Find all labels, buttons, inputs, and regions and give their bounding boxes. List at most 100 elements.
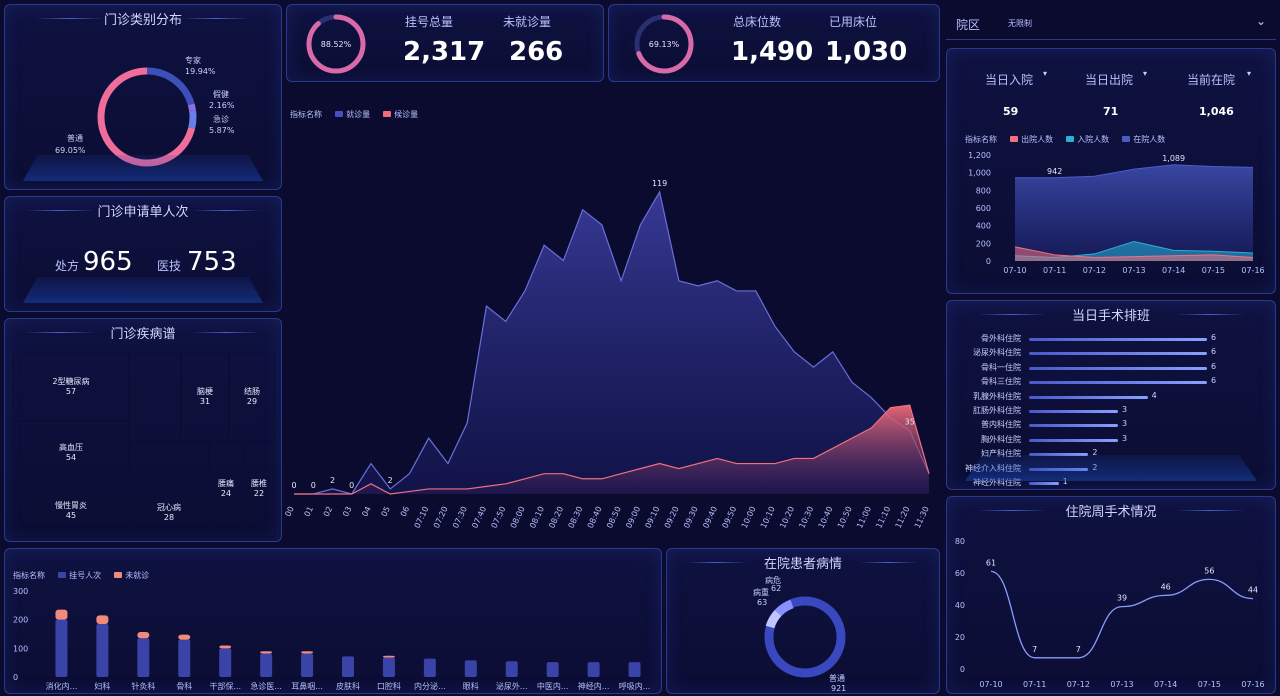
bar-registered[interactable]	[423, 658, 436, 677]
surgery-rank-panel: 当日手术排班 骨外科住院 6 泌尿外科住院 6 骨科一住院 6 骨科三住院 6 乳腺外科住院 4 肛…	[946, 300, 1276, 490]
surgery-row[interactable]: 骨科一住院 6	[947, 362, 1275, 376]
x-tick-label: 妇科	[94, 681, 110, 691]
x-tick-label: 07:40	[470, 505, 488, 530]
donut-slice[interactable]	[188, 110, 197, 129]
bar-registered[interactable]	[382, 657, 395, 677]
treemap-cell[interactable]: 腰椎 22	[243, 441, 275, 537]
panel-title: 门诊疾病谱	[110, 327, 176, 342]
surgery-line[interactable]	[990, 570, 1254, 659]
inpatient-legend: 指标名称 出院人数 入院人数 在院人数	[965, 127, 1173, 146]
dropdown-icon[interactable]: ▾	[1247, 69, 1252, 78]
legend-item-missed[interactable]: 未就诊	[114, 570, 149, 581]
surgery-count: 6	[1211, 376, 1217, 386]
x-tick-label: 08:30	[567, 505, 585, 530]
treemap-cell[interactable]: 冠心病 28	[129, 489, 209, 537]
legend-item-discharge[interactable]: 出院人数	[1010, 134, 1053, 145]
surgery-row[interactable]: 神经介入科住院 2	[947, 463, 1275, 477]
legend-item-visits[interactable]: 就诊量	[335, 109, 370, 120]
treemap-cell[interactable]: 2型糖尿病 57	[13, 353, 129, 421]
chevron-down-icon[interactable]: ⌄	[1255, 14, 1266, 28]
slice-label-fake: 假健	[213, 89, 229, 99]
bar-registered[interactable]	[96, 623, 109, 677]
treemap-cell[interactable]: 结肠 29	[229, 353, 275, 441]
treemap-cell[interactable]	[129, 441, 209, 489]
x-tick-label: 04	[360, 505, 372, 518]
treemap-cell[interactable]: 慢性胃炎 45	[13, 485, 129, 537]
x-tick-label: 内分泌...	[414, 681, 446, 691]
surgery-row[interactable]: 普内科住院 3	[947, 419, 1275, 433]
bar-registered[interactable]	[178, 639, 191, 677]
title-decoration	[35, 18, 105, 19]
visits-area-chart[interactable]: 00 01 02 03 04 05 06 07:10 07:20 07:30 07:40 07:50 0…	[284, 94, 940, 542]
x-tick-label: 11:30	[913, 505, 931, 530]
surgery-row[interactable]: 肛肠外科住院 3	[947, 405, 1275, 419]
dropdown-icon[interactable]: ▾	[1143, 69, 1148, 78]
treemap-cell[interactable]	[129, 353, 181, 441]
svg-text:普通: 普通	[829, 673, 845, 683]
weekly-surgery-line-chart[interactable]: 80 60 40 20 0 61 7 7 39 46 56 44 07-10 07-11 07-12 07-1…	[947, 497, 1276, 694]
disease-treemap[interactable]: 2型糖尿病 57 脑梗 31 结肠 29 高血压 54 慢性胃炎 45 冠心病 28 腰痛 2…	[13, 353, 275, 537]
inpatient-area-chart[interactable]: 1,200 1,000 800 600 400 200 0 07-10 07-11 07-12 07…	[947, 49, 1276, 294]
bar-missed[interactable]	[178, 634, 191, 640]
legend-item-admit[interactable]: 入院人数	[1066, 134, 1109, 145]
bar-missed[interactable]	[96, 615, 109, 624]
series-line-visits[interactable]	[294, 190, 930, 495]
donut-slice[interactable]	[146, 67, 195, 106]
bar-missed[interactable]	[382, 655, 395, 658]
surgery-row[interactable]: 骨科三住院 6	[947, 376, 1275, 390]
treemap-cell[interactable]: 高血压 54	[13, 421, 129, 485]
bar-registered[interactable]	[55, 619, 68, 677]
donut-slice[interactable]	[187, 103, 197, 112]
x-tick-label: 07-11	[1023, 680, 1046, 689]
series-area-waiting	[294, 405, 929, 494]
slice-pct-emergency: 5.87%	[209, 126, 235, 135]
bar-registered[interactable]	[260, 653, 273, 677]
data-label: 44	[1248, 586, 1258, 595]
surgery-dept-label: 泌尿外科住院	[973, 348, 1021, 358]
surgery-rank-list[interactable]: 骨外科住院 6 泌尿外科住院 6 骨科一住院 6 骨科三住院 6 乳腺外科住院 4 肛肠外科住院 3 普…	[947, 333, 1275, 487]
surgery-row[interactable]: 胸外科住院 3	[947, 433, 1275, 448]
legend-item-waiting[interactable]: 候诊量	[383, 109, 418, 120]
series-line[interactable]	[1015, 164, 1254, 179]
treemap-cell[interactable]: 腰痛 24	[209, 441, 243, 537]
bar-missed[interactable]	[219, 645, 232, 649]
dropdown-icon[interactable]: ▾	[1043, 69, 1048, 78]
bar-missed[interactable]	[137, 631, 150, 639]
y-tick-label: 100	[13, 644, 28, 653]
clinic-type-donut[interactable]: 专家 19.94% 假健 2.16% 急诊 5.87% 普通 69.05%	[5, 5, 282, 190]
donut-slice[interactable]	[97, 67, 196, 167]
series-line[interactable]	[1014, 246, 1254, 258]
surgery-row[interactable]: 神经外科住院 1	[947, 477, 1275, 489]
ward-select[interactable]: 院区 无限制 ⌄	[946, 6, 1276, 40]
legend-item-inpatient[interactable]: 在院人数	[1122, 134, 1165, 145]
x-tick-label: 神经内...	[578, 681, 610, 691]
surgery-row[interactable]: 泌尿外科住院 6	[947, 347, 1275, 361]
patient-condition-donut[interactable]: 病危 62 病重 63 普通 921	[667, 549, 940, 694]
bar-registered[interactable]	[587, 662, 600, 677]
surgery-bar	[1029, 467, 1089, 471]
bar-registered[interactable]	[505, 661, 518, 677]
department-bar-chart[interactable]: 300 200 100 0 消化内... 妇科 针灸科 骨科 干部保... 急诊医... 耳鼻咽..…	[5, 549, 662, 694]
bar-registered[interactable]	[342, 656, 354, 677]
bar-missed[interactable]	[260, 651, 273, 654]
bar-registered[interactable]	[628, 662, 641, 677]
bar-registered[interactable]	[464, 660, 477, 677]
treemap-cell[interactable]: 脑梗 31	[181, 353, 229, 441]
bar-missed[interactable]	[301, 651, 314, 654]
bar-missed[interactable]	[55, 609, 68, 620]
bar-registered[interactable]	[219, 648, 232, 677]
surgery-row[interactable]: 妇产科住院 2	[947, 448, 1275, 462]
bar-registered[interactable]	[546, 662, 559, 677]
title-decoration	[1175, 510, 1245, 511]
bar-registered[interactable]	[137, 638, 150, 677]
title-decoration	[1175, 314, 1245, 315]
surgery-row[interactable]: 乳腺外科住院 4	[947, 391, 1275, 405]
series-line-waiting[interactable]	[294, 404, 930, 495]
svg-text:62: 62	[771, 584, 781, 593]
surgery-row[interactable]: 骨外科住院 6	[947, 333, 1275, 347]
registration-panel: 88.52% 挂号总量 未就诊量 2,317 266	[286, 4, 604, 82]
surgery-count: 3	[1122, 433, 1128, 443]
legend-item-registered[interactable]: 挂号人次	[58, 570, 101, 581]
bar-registered[interactable]	[301, 653, 314, 677]
x-tick-label: 11:00	[855, 505, 873, 530]
